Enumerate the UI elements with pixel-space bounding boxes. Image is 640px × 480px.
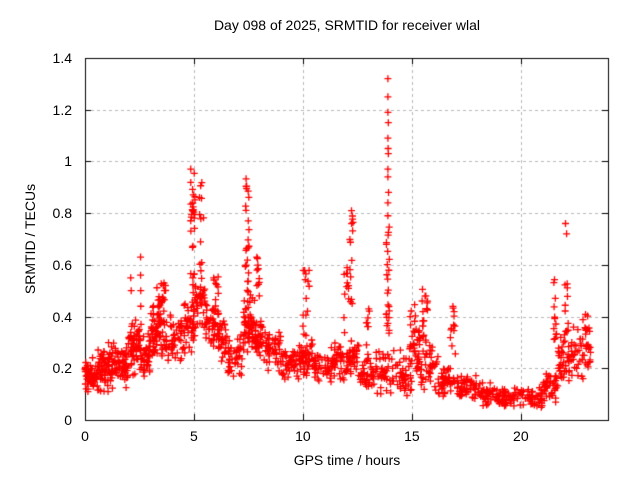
y-tick-label: 0	[64, 412, 72, 428]
x-tick-label: 20	[513, 428, 529, 444]
y-tick-label: 0.2	[52, 360, 72, 377]
x-tick-label: 0	[81, 428, 89, 444]
chart-title-text: Day 098 of 2025, SRMTID for receiver wla…	[213, 17, 481, 33]
x-tick-label: 5	[190, 428, 198, 444]
y-tick-label: 1.2	[52, 101, 72, 118]
x-tick-label: 15	[404, 428, 420, 444]
x-tick-label: 10	[295, 428, 311, 444]
y-axis-label: SRMTID / TECUs	[22, 183, 38, 295]
y-tick-label: 1	[64, 153, 72, 170]
chart-title: Day 098 of 2025, SRMTID for receiver wla…	[0, 17, 640, 33]
y-tick-label: 1.4	[52, 50, 72, 66]
y-tick-label: 0.6	[52, 256, 72, 273]
y-tick-label: 0.8	[52, 205, 72, 222]
x-axis-label: GPS time / hours	[293, 452, 401, 468]
y-tick-label: 0.4	[52, 308, 72, 325]
